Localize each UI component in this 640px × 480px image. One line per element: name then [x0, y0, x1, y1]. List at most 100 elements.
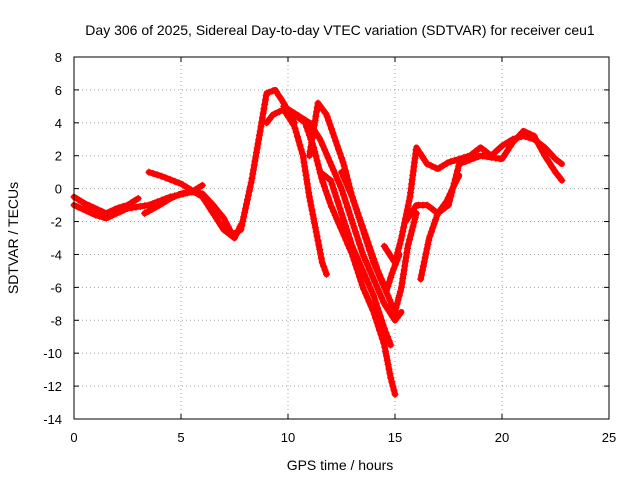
data-point-marker	[335, 178, 343, 186]
data-point-marker	[418, 271, 426, 279]
data-point-marker	[312, 112, 320, 120]
x-tick-label: 15	[388, 430, 402, 445]
data-point-marker	[466, 156, 474, 164]
data-point-marker	[372, 281, 380, 289]
data-point-marker	[367, 302, 375, 310]
data-point-marker	[355, 259, 363, 267]
data-point-marker	[506, 142, 514, 150]
series-sat-e	[263, 106, 331, 278]
data-point-marker	[98, 207, 106, 215]
data-point-marker	[240, 213, 248, 221]
data-point-marker	[152, 203, 160, 211]
data-point-marker	[307, 143, 315, 151]
data-point-marker	[348, 242, 356, 250]
data-point-marker	[502, 140, 510, 148]
data-point-marker	[349, 220, 357, 228]
data-point-marker	[287, 117, 295, 125]
data-point-marker	[301, 167, 309, 175]
data-point-marker	[362, 234, 370, 242]
data-point-marker	[382, 348, 390, 356]
data-point-marker	[368, 255, 376, 263]
data-point-marker	[423, 160, 431, 168]
data-point-marker	[271, 110, 279, 118]
data-point-marker	[420, 258, 428, 266]
data-point-marker	[313, 108, 321, 116]
data-point-marker	[406, 236, 414, 244]
data-point-marker	[367, 269, 375, 277]
data-point-marker	[357, 244, 365, 252]
data-point-marker	[377, 331, 385, 339]
data-point-marker	[360, 230, 368, 238]
data-point-marker	[141, 202, 149, 210]
data-point-marker	[401, 262, 409, 270]
data-point-marker	[512, 135, 520, 143]
data-point-marker	[175, 191, 183, 199]
data-point-marker	[241, 209, 249, 217]
data-point-marker	[255, 136, 263, 144]
data-point-marker	[479, 152, 487, 160]
y-tick-label: -10	[43, 346, 62, 361]
data-point-marker	[94, 205, 102, 213]
data-point-marker	[292, 128, 300, 136]
data-point-marker	[358, 281, 366, 289]
data-point-marker	[393, 300, 401, 308]
data-point-marker	[179, 189, 187, 197]
data-point-marker	[362, 290, 370, 298]
data-point-marker	[518, 129, 526, 137]
data-point-marker	[374, 304, 382, 312]
data-point-marker	[153, 171, 161, 179]
data-series	[70, 86, 566, 398]
data-point-marker	[399, 270, 407, 278]
data-point-marker	[134, 195, 142, 203]
data-point-marker	[128, 204, 136, 212]
data-point-marker	[470, 154, 478, 162]
data-point-marker	[83, 207, 91, 215]
data-point-marker	[330, 133, 338, 141]
data-point-marker	[382, 287, 390, 295]
data-point-marker	[387, 341, 395, 349]
data-point-marker	[359, 267, 367, 275]
data-point-marker	[269, 87, 277, 95]
data-point-marker	[148, 205, 156, 213]
data-point-marker	[382, 329, 390, 337]
data-point-marker	[223, 229, 231, 237]
data-point-marker	[305, 152, 313, 160]
data-point-marker	[85, 201, 93, 209]
data-point-marker	[338, 209, 345, 217]
data-point-marker	[547, 150, 555, 158]
data-point-marker	[104, 213, 112, 221]
data-point-marker	[398, 279, 406, 287]
data-point-marker	[304, 184, 312, 192]
data-point-marker	[424, 240, 432, 248]
data-point-marker	[390, 386, 398, 394]
y-tick-label: -4	[50, 247, 62, 262]
data-point-marker	[406, 210, 414, 218]
data-point-marker	[293, 133, 301, 141]
data-point-marker	[322, 150, 330, 158]
data-point-marker	[74, 203, 82, 211]
data-point-marker	[124, 204, 131, 212]
data-point-marker	[378, 335, 386, 343]
data-point-marker	[419, 262, 427, 270]
x-axis-label: GPS time / hours	[287, 457, 394, 473]
data-point-marker	[344, 230, 352, 238]
data-point-marker	[364, 279, 372, 287]
data-point-marker	[556, 159, 564, 167]
y-tick-label: 0	[55, 182, 62, 197]
data-point-marker	[297, 145, 305, 153]
data-point-marker	[253, 144, 261, 152]
data-point-marker	[391, 390, 399, 398]
data-point-marker	[385, 278, 393, 286]
data-point-marker	[450, 182, 458, 190]
data-point-marker	[371, 296, 379, 304]
data-point-marker	[331, 189, 339, 197]
data-point-marker	[213, 215, 221, 223]
data-point-marker	[301, 163, 309, 171]
data-point-marker	[414, 145, 422, 153]
y-axis-label: SDTVAR / TECUs	[5, 182, 21, 294]
data-point-marker	[397, 236, 405, 244]
data-point-marker	[382, 352, 390, 360]
series-line	[417, 172, 463, 283]
data-point-marker	[317, 250, 325, 258]
data-point-marker	[303, 176, 311, 184]
